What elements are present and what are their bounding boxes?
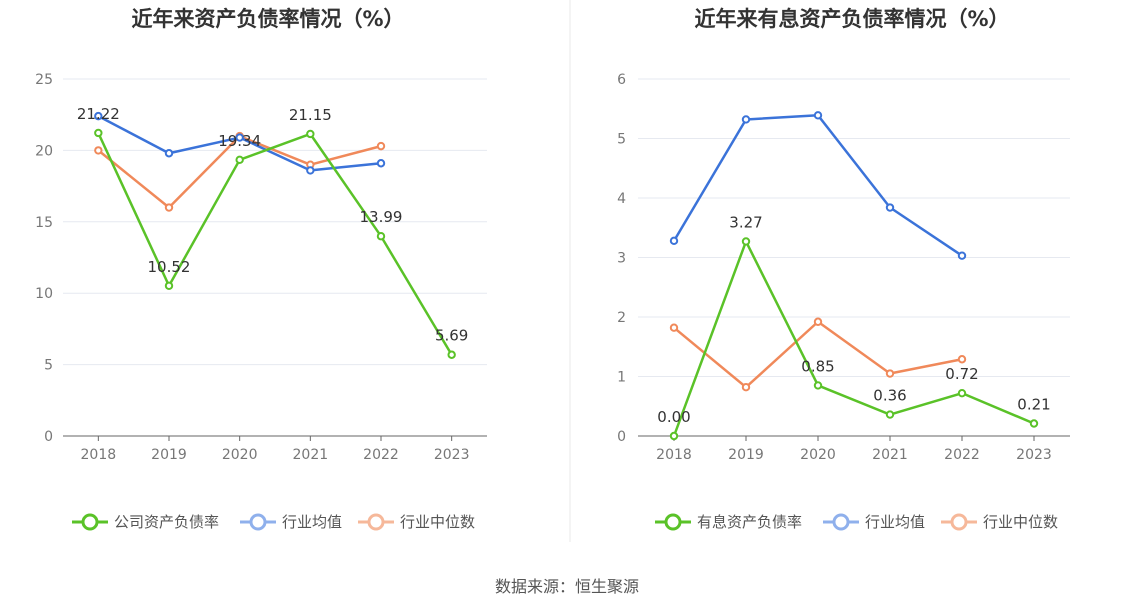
y-tick-label: 25 xyxy=(35,72,53,88)
data-point-industry-median xyxy=(376,141,386,151)
data-label: 0.72 xyxy=(945,365,978,383)
data-point-company xyxy=(957,388,967,398)
y-tick-label: 5 xyxy=(617,132,626,148)
data-point-company xyxy=(669,431,679,441)
legend-item-industry-median[interactable]: 行业中位数 xyxy=(941,513,1058,531)
data-point-industry-avg xyxy=(957,251,967,260)
chart-interest-bearing-debt-ratio: 近年来有息资产负债率情况（%） 0 1 2 3 4 5 6 2018 2019 2020 2021 2… xyxy=(617,7,1070,531)
data-point-company xyxy=(813,381,823,390)
y-tick-label: 0 xyxy=(44,429,53,445)
data-label: 21.15 xyxy=(289,106,332,124)
y-tick-label: 5 xyxy=(44,358,53,374)
legend-item-industry-median[interactable]: 行业中位数 xyxy=(358,513,475,531)
legend-item-industry-avg[interactable]: 行业均值 xyxy=(823,513,925,531)
series-line-industry-avg xyxy=(672,114,963,257)
legend-label: 行业均值 xyxy=(282,513,342,531)
data-point-industry-median xyxy=(741,383,751,392)
data-point-company xyxy=(741,237,751,246)
data-label: 3.27 xyxy=(729,213,762,231)
data-point-industry-median xyxy=(957,355,967,364)
legend-marker xyxy=(832,513,850,531)
x-tick-label: 2022 xyxy=(363,447,399,463)
data-point-industry-avg xyxy=(306,166,315,175)
data-label: 10.52 xyxy=(148,258,191,276)
data-point-industry-median xyxy=(813,317,823,326)
y-tick-label: 10 xyxy=(35,286,53,302)
x-tick-label: 2021 xyxy=(872,447,908,463)
data-label: 0.21 xyxy=(1017,396,1050,414)
legend-marker xyxy=(81,513,99,531)
x-tick-label: 2023 xyxy=(1016,447,1052,463)
data-point-industry-avg xyxy=(885,203,895,212)
data-point-industry-avg xyxy=(376,159,386,168)
data-label: 21.22 xyxy=(77,105,120,123)
y-tick-label: 20 xyxy=(35,143,53,159)
data-point-industry-avg xyxy=(164,149,174,158)
legend-marker xyxy=(249,513,267,531)
x-tick-label: 2021 xyxy=(293,447,329,463)
legend-label: 公司资产负债率 xyxy=(114,513,219,531)
chart-debt-ratio: 近年来资产负债率情况（%） 0 5 10 15 20 25 2018 2019 2020 2021… xyxy=(35,7,487,531)
data-point-company xyxy=(447,350,456,359)
data-point-industry-avg xyxy=(741,115,751,124)
x-tick-label: 2019 xyxy=(728,447,764,463)
legend-marker xyxy=(367,513,385,531)
series-line-company xyxy=(97,132,453,356)
data-point-industry-avg xyxy=(813,111,823,120)
data-point-industry-median xyxy=(94,146,103,155)
data-label: 5.69 xyxy=(435,327,468,345)
data-point-company xyxy=(306,129,315,139)
y-tick-label: 4 xyxy=(617,191,626,207)
data-point-company xyxy=(164,281,174,290)
legend-item-company[interactable]: 有息资产负债率 xyxy=(655,513,802,531)
y-tick-label: 0 xyxy=(617,429,626,445)
data-label: 0.85 xyxy=(801,357,834,375)
x-tick-label: 2019 xyxy=(151,447,187,463)
data-source: 数据来源：恒生聚源 xyxy=(495,577,639,596)
data-point-company xyxy=(94,128,103,138)
chart-title: 近年来资产负债率情况（%） xyxy=(131,7,404,31)
data-label: 13.99 xyxy=(360,208,403,226)
x-tick-label: 2018 xyxy=(81,447,117,463)
y-tick-label: 3 xyxy=(617,251,626,267)
data-point-industry-median xyxy=(164,203,174,212)
x-tick-label: 2020 xyxy=(222,447,258,463)
data-point-industry-avg xyxy=(235,133,244,142)
data-label: 0.36 xyxy=(873,387,906,405)
legend-label: 行业中位数 xyxy=(400,513,475,531)
data-point-industry-median xyxy=(669,323,679,332)
data-point-company xyxy=(1029,419,1039,428)
y-tick-label: 6 xyxy=(617,72,626,88)
data-point-industry-median xyxy=(885,369,895,378)
data-point-industry-avg xyxy=(669,236,679,246)
data-point-company xyxy=(235,155,244,165)
x-tick-label: 2022 xyxy=(944,447,980,463)
legend-marker xyxy=(664,513,682,531)
y-tick-label: 15 xyxy=(35,215,53,231)
legend-marker xyxy=(950,513,968,531)
x-tick-label: 2018 xyxy=(656,447,692,463)
legend-label: 有息资产负债率 xyxy=(697,513,802,531)
series-line-company xyxy=(672,240,1035,437)
legend-item-industry-avg[interactable]: 行业均值 xyxy=(240,513,342,531)
series-line-industry-median xyxy=(673,320,963,389)
data-label: 0.00 xyxy=(657,408,690,426)
legend-label: 行业均值 xyxy=(865,513,925,531)
y-tick-label: 1 xyxy=(617,370,626,386)
data-point-company xyxy=(885,410,895,419)
chart-title: 近年来有息资产负债率情况（%） xyxy=(694,7,1009,31)
data-point-company xyxy=(376,232,386,241)
legend-label: 行业中位数 xyxy=(983,513,1058,531)
data-point-industry-avg xyxy=(94,111,103,121)
x-tick-label: 2023 xyxy=(434,447,470,463)
x-tick-label: 2020 xyxy=(800,447,836,463)
legend-item-company[interactable]: 公司资产负债率 xyxy=(72,513,219,531)
data-label: 19.34 xyxy=(218,132,261,150)
y-tick-label: 2 xyxy=(617,310,626,326)
